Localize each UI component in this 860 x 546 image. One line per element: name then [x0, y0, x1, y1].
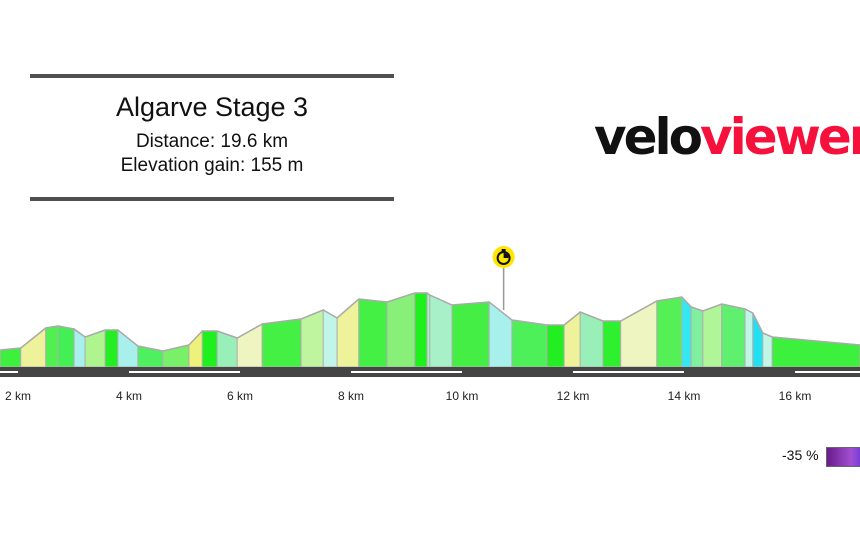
x-tick-label: 12 km: [557, 389, 590, 403]
gradient-legend-label: -35 %: [782, 447, 819, 463]
gradient-legend-bar: [826, 447, 860, 467]
road-km-dash: [351, 371, 462, 373]
profile-segment: [73, 328, 86, 368]
x-tick-label: 16 km: [779, 389, 812, 403]
profile-segment: [117, 328, 139, 368]
x-tick-label: 4 km: [116, 389, 142, 403]
profile-segment: [451, 301, 490, 368]
logo-viewer: viewer: [700, 108, 860, 166]
profile-segment: [104, 329, 119, 368]
profile-segment: [762, 332, 773, 368]
x-tick-label: 14 km: [668, 389, 701, 403]
profile-segment: [656, 296, 683, 368]
veloviewer-logo: veloviewer: [594, 108, 860, 166]
profile-outline: [0, 292, 860, 352]
title-rule-top: [30, 74, 394, 78]
profile-segment: [702, 303, 723, 368]
profile-segment: [429, 294, 453, 368]
profile-segment: [602, 320, 622, 368]
profile-segment: [261, 318, 302, 368]
profile-segment: [511, 319, 548, 368]
profile-segment: [201, 330, 218, 368]
route-title: Algarve Stage 3: [115, 92, 309, 122]
profile-segment: [744, 308, 754, 368]
profile-segment: [358, 298, 388, 368]
distance-text: Distance: 19.6 km: [135, 131, 289, 152]
profile-segment: [322, 309, 338, 368]
profile-segment: [45, 325, 59, 368]
x-tick-label: 10 km: [446, 389, 479, 403]
elevation-profile-chart: 2 km 4 km 6 km 8 km 10 km 12 km 14 km 16 km: [0, 246, 860, 403]
road-km-dash: [129, 371, 240, 373]
logo-velo: velo: [594, 108, 703, 166]
x-tick-label: 6 km: [227, 389, 253, 403]
x-tick-label: 8 km: [338, 389, 364, 403]
stopwatch-icon-hand: [503, 253, 509, 258]
profile-segment: [300, 309, 324, 368]
profile-segment: [690, 306, 704, 368]
profile-segment: [721, 303, 746, 368]
profile-segment: [386, 292, 416, 368]
stopwatch-icon-crown: [501, 249, 506, 252]
profile-segment: [752, 312, 764, 368]
profile-segment: [188, 329, 203, 368]
x-tick-label: 2 km: [5, 389, 31, 403]
road-km-dash: [795, 371, 860, 373]
elevation-gain-text: Elevation gain: 155 m: [120, 155, 304, 176]
road-km-dash: [0, 371, 18, 373]
profile-segment: [20, 326, 47, 368]
profile-segment: [57, 325, 75, 368]
road-km-dash: [573, 371, 684, 373]
profile-segment: [546, 324, 565, 368]
title-rule-bottom: [30, 197, 394, 201]
profile-segment: [414, 292, 428, 368]
profile-segment: [681, 295, 692, 368]
profile-segment: [0, 347, 22, 368]
profile-segment: [563, 310, 581, 368]
